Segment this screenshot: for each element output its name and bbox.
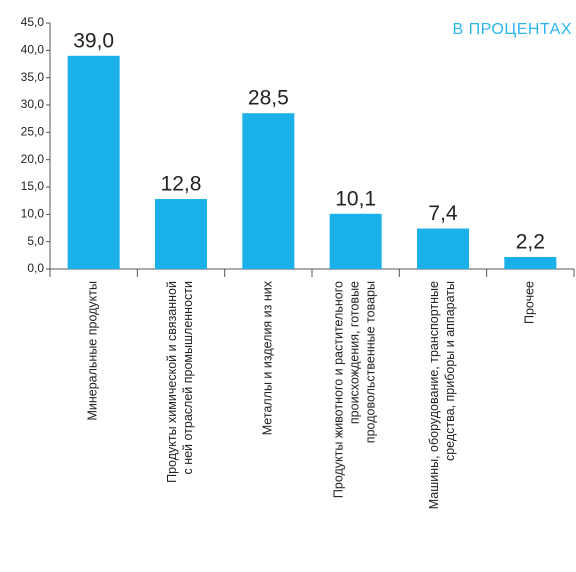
y-tick-label: 35,0	[21, 70, 45, 84]
chart-title: В ПРОЦЕНТАХ	[452, 21, 572, 38]
y-tick-label: 25,0	[21, 125, 45, 139]
value-label: 2,2	[516, 231, 545, 254]
x-tick-label-line: Машины, оборудование, транспортные	[427, 281, 441, 509]
bar	[329, 213, 382, 269]
y-tick-label: 20,0	[21, 152, 45, 166]
x-tick-label: Прочее	[523, 281, 537, 324]
x-tick-label-line: продовольственные товары	[364, 281, 378, 443]
bar	[504, 256, 557, 269]
bar	[417, 228, 469, 269]
value-label: 28,5	[248, 87, 289, 110]
x-tick-label: Продукты животного и растительного происх…	[332, 281, 378, 498]
x-tick-label-line: Металлы и изделия из них	[261, 280, 275, 435]
x-tick-label-line: Продукты химической и связанной	[165, 281, 179, 483]
bar	[67, 55, 120, 269]
value-label: 7,4	[428, 202, 458, 225]
bar	[155, 199, 207, 269]
value-label: 10,1	[335, 187, 376, 210]
value-label: 39,0	[73, 29, 114, 52]
y-tick-label: 0,0	[27, 261, 44, 275]
x-tick-label: Металлы и изделия из них	[261, 280, 275, 435]
x-tick-label-line: Минеральные продукты	[86, 281, 100, 421]
y-tick-label: 5,0	[27, 234, 44, 248]
y-tick-label: 15,0	[21, 179, 45, 193]
y-tick-label: 45,0	[21, 15, 45, 29]
x-tick-label: Продукты химической и связанной с ней отр…	[165, 281, 195, 483]
x-tick-label-line: средства, приборы и аппараты	[443, 281, 457, 461]
bar	[242, 113, 295, 269]
y-tick-label: 30,0	[21, 97, 45, 111]
y-tick-label: 40,0	[21, 43, 45, 57]
x-tick-label-line: Продукты животного и растительного	[332, 281, 346, 498]
value-label: 12,8	[161, 173, 202, 196]
x-tick-label-line: с ней отраслей промышленности	[181, 281, 195, 475]
y-tick-label: 10,0	[21, 207, 45, 221]
x-tick-label: Минеральные продукты	[86, 281, 100, 421]
x-tick-label: Машины, оборудование, транспортные средст…	[427, 281, 457, 509]
x-tick-label-line: Прочее	[523, 281, 537, 324]
x-tick-label-line: происхождения, готовые	[348, 281, 362, 424]
